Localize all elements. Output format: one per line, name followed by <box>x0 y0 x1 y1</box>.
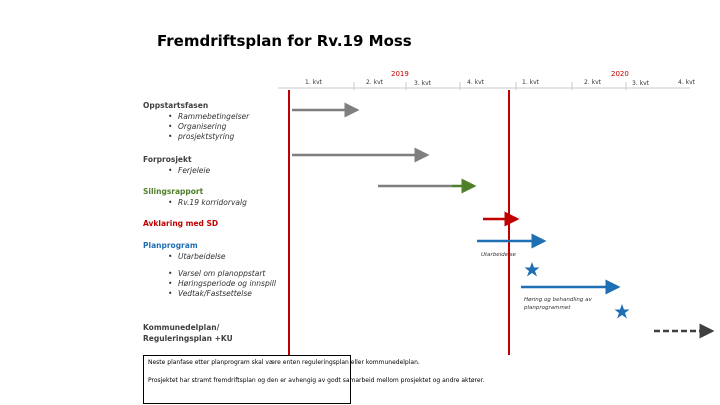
quarter-label: 4. kvt <box>678 79 696 86</box>
list-planprogram-steps: Varsel om planoppstart Høringsperiode og… <box>166 269 296 299</box>
heading-reguleringsplan: Reguleringsplan +KU <box>143 334 233 343</box>
list-planprogram: Utarbeidelse <box>166 252 226 262</box>
list-item: Organisering <box>166 122 249 132</box>
list-item: Rv.19 korridorvalg <box>166 198 247 208</box>
quarter-label: 2. kvt <box>366 79 384 86</box>
annotation-horing-line1: Høring og behandling av <box>524 297 592 303</box>
annotation-horing-line2: planprogrammet <box>524 305 571 311</box>
heading-oppstartsfasen: Oppstartsfasen <box>143 101 209 110</box>
note-text: Prosjektet har stramt fremdriftsplan og … <box>148 377 485 384</box>
heading-avklaring: Avklaring med SD <box>143 219 219 228</box>
notes-box: Neste planfase etter planprogram skal væ… <box>143 355 485 404</box>
star-icon <box>614 304 630 319</box>
quarter-label: 3. kvt <box>414 80 432 87</box>
list-item: Utarbeidelse <box>166 252 226 262</box>
page-title: Fremdriftsplan for Rv.19 Moss <box>157 32 412 50</box>
list-item: Ferjeleie <box>166 166 210 176</box>
star-icon <box>524 262 540 277</box>
annotation-utarbeidelse: Utarbeidelse <box>481 252 516 258</box>
list-oppstartsfasen: Rammebetingelser Organisering prosjektst… <box>166 112 249 142</box>
note-text: Neste planfase etter planprogram skal væ… <box>148 359 420 366</box>
quarter-label: 2. kvt <box>584 79 602 86</box>
quarter-label: 4. kvt <box>467 79 485 86</box>
year-label-2019: 2019 <box>391 70 409 78</box>
heading-kommunedelplan: Kommunedelplan/ <box>143 323 220 332</box>
list-item: Høringsperiode og innspill <box>166 279 296 289</box>
list-item: Rammebetingelser <box>166 112 249 122</box>
quarter-label: 1. kvt <box>522 79 540 86</box>
year-label-2020: 2020 <box>611 70 629 78</box>
list-silingsrapport: Rv.19 korridorvalg <box>166 198 247 208</box>
list-item: Vedtak/Fastsettelse <box>166 289 296 299</box>
quarter-label: 3. kvt <box>632 80 650 87</box>
heading-silingsrapport: Silingsrapport <box>143 187 204 196</box>
list-item: prosjektstyring <box>166 132 249 142</box>
list-forprosjekt: Ferjeleie <box>166 166 210 176</box>
heading-forprosjekt: Forprosjekt <box>143 155 192 164</box>
list-item: Varsel om planoppstart <box>166 269 296 279</box>
heading-planprogram: Planprogram <box>143 241 198 250</box>
quarter-label: 1. kvt <box>305 79 323 86</box>
